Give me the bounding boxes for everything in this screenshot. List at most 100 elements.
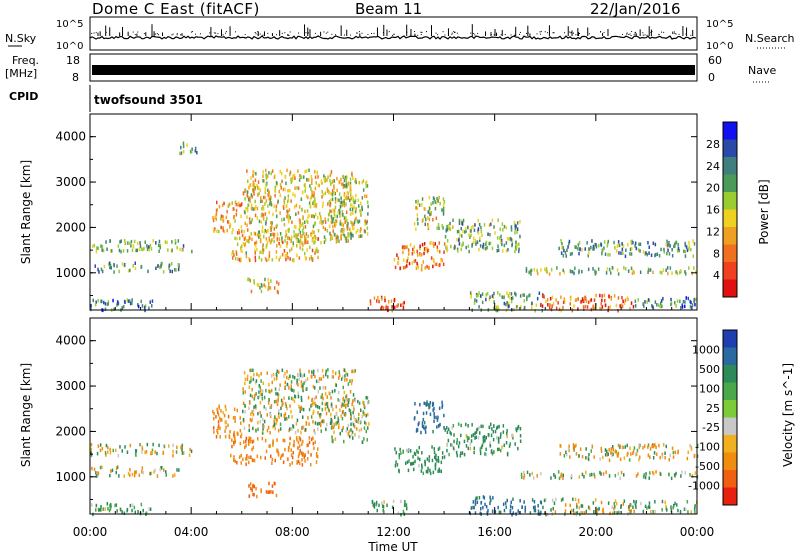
echo-cell xyxy=(611,453,613,458)
power-echo-cell xyxy=(286,253,288,257)
power-echo-cell xyxy=(174,241,177,245)
power-echo-cell xyxy=(298,227,301,232)
power-echo-cell xyxy=(424,247,426,251)
power-echo-cell xyxy=(159,243,162,248)
power-echo-cell xyxy=(689,305,692,309)
echo-cell xyxy=(91,466,93,471)
echo-cell xyxy=(634,500,637,505)
power-echo-cell xyxy=(417,265,420,270)
power-echo-cell xyxy=(270,279,272,283)
echo-cell xyxy=(242,457,244,462)
power-echo-cell xyxy=(536,268,538,273)
power-echo-cell xyxy=(321,221,323,225)
echo-cell xyxy=(533,476,535,480)
power-echo-cell xyxy=(337,211,340,215)
echo-cell xyxy=(274,426,276,431)
power-echo-cell xyxy=(606,241,609,246)
power-echo-cell xyxy=(340,235,342,239)
echo-cell xyxy=(332,407,334,412)
power-echo-cell xyxy=(595,243,597,247)
power-echo-cell xyxy=(331,189,334,193)
power-echo-cell xyxy=(490,222,492,227)
nsearch-dot xyxy=(262,34,264,36)
power-echo-cell xyxy=(311,258,314,262)
echo-cell xyxy=(545,512,547,517)
echo-cell xyxy=(259,385,261,390)
echo-cell xyxy=(102,507,104,511)
echo-cell xyxy=(411,462,413,466)
power-echo-cell xyxy=(243,237,246,241)
power-echo-cell xyxy=(687,296,689,301)
nsearch-dot xyxy=(392,34,394,36)
echo-cell xyxy=(465,434,468,438)
echo-cell xyxy=(90,451,92,455)
power-echo-cell xyxy=(344,175,347,180)
power-echo-cell xyxy=(323,174,325,178)
power-echo-cell xyxy=(648,298,651,303)
power-echo-cell xyxy=(267,204,269,208)
power-echo-cell xyxy=(285,233,288,237)
echo-cell xyxy=(301,451,303,455)
power-echo-cell xyxy=(420,267,423,272)
echo-cell xyxy=(140,502,143,507)
power-echo-cell xyxy=(349,227,351,231)
power-echo-cell xyxy=(507,294,510,298)
echo-cell xyxy=(534,505,536,509)
power-echo-cell xyxy=(342,174,344,179)
power-echo-cell xyxy=(647,298,650,302)
power-echo-cell xyxy=(342,200,344,205)
power-echo-cell xyxy=(394,305,396,310)
power-echo-cell xyxy=(497,305,499,309)
echo-cell xyxy=(322,374,325,379)
nsearch-dot xyxy=(658,34,660,36)
power-echo-cell xyxy=(647,270,649,274)
power-echo-cell xyxy=(644,252,646,256)
power-echo-cell xyxy=(343,216,346,220)
power-echo-cell xyxy=(496,249,498,253)
echo-cell xyxy=(156,474,159,478)
power-echo-cell xyxy=(417,201,419,205)
power-echo-cell xyxy=(424,248,427,252)
echo-cell xyxy=(325,372,327,377)
nsearch-dot xyxy=(672,32,674,34)
power-echo-cell xyxy=(365,194,368,198)
echo-cell xyxy=(250,486,252,491)
power-echo-cell xyxy=(434,242,436,246)
echo-cell xyxy=(651,444,653,448)
power-echo-cell xyxy=(98,270,100,274)
power-echo-cell xyxy=(381,307,383,311)
echo-cell xyxy=(305,428,307,432)
colorbar-tick-label: 28 xyxy=(706,138,720,151)
power-echo-cell xyxy=(92,298,94,303)
nave-tick-top: 60 xyxy=(708,54,722,67)
echo-cell xyxy=(275,372,278,377)
power-echo-cell xyxy=(245,251,247,255)
power-echo-cell xyxy=(387,305,389,310)
echo-cell xyxy=(290,448,292,452)
power-echo-cell xyxy=(471,242,473,247)
echo-cell xyxy=(490,498,492,503)
power-echo-cell xyxy=(258,219,261,224)
power-echo-cell xyxy=(468,233,470,237)
power-echo-cell xyxy=(220,225,222,230)
echo-cell xyxy=(661,508,663,512)
power-echo-cell xyxy=(112,298,114,303)
power-echo-cell xyxy=(309,197,312,201)
echo-cell xyxy=(242,409,244,414)
power-echo-cell xyxy=(260,196,262,200)
echo-cell xyxy=(150,451,152,455)
echo-cell xyxy=(350,381,353,386)
echo-cell xyxy=(181,443,184,448)
echo-cell xyxy=(458,441,461,445)
echo-cell xyxy=(399,447,401,452)
echo-cell xyxy=(256,454,259,459)
power-echo-cell xyxy=(666,239,668,244)
power-ylabel: Slant Range [km] xyxy=(19,160,33,264)
power-echo-cell xyxy=(675,270,677,274)
echo-cell xyxy=(217,410,219,414)
power-echo-cell xyxy=(257,180,260,184)
echo-cell xyxy=(314,401,316,406)
power-echo-cell xyxy=(234,200,237,204)
power-echo-cell xyxy=(562,300,565,305)
power-echo-cell xyxy=(262,243,264,247)
